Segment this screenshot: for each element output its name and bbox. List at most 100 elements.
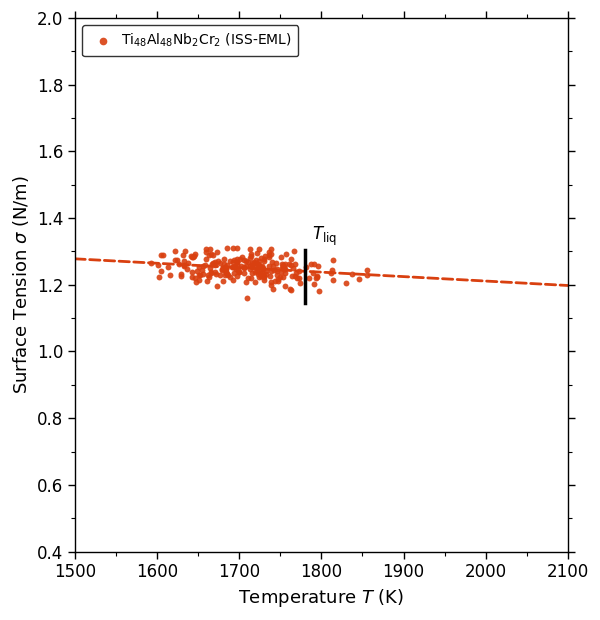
Ti$_{48}$Al$_{48}$Nb$_2$Cr$_2$ (ISS-EML) xyxy=(233,260,242,270)
Ti$_{48}$Al$_{48}$Nb$_2$Cr$_2$ (ISS-EML) xyxy=(277,267,286,277)
Ti$_{48}$Al$_{48}$Nb$_2$Cr$_2$ (ISS-EML) xyxy=(206,267,215,277)
Ti$_{48}$Al$_{48}$Nb$_2$Cr$_2$ (ISS-EML) xyxy=(212,247,221,257)
Ti$_{48}$Al$_{48}$Nb$_2$Cr$_2$ (ISS-EML) xyxy=(187,267,197,277)
Ti$_{48}$Al$_{48}$Nb$_2$Cr$_2$ (ISS-EML) xyxy=(250,277,260,287)
Ti$_{48}$Al$_{48}$Nb$_2$Cr$_2$ (ISS-EML) xyxy=(280,264,289,274)
Ti$_{48}$Al$_{48}$Nb$_2$Cr$_2$ (ISS-EML) xyxy=(286,255,296,265)
Ti$_{48}$Al$_{48}$Nb$_2$Cr$_2$ (ISS-EML) xyxy=(290,272,300,281)
Ti$_{48}$Al$_{48}$Nb$_2$Cr$_2$ (ISS-EML) xyxy=(243,273,253,283)
Ti$_{48}$Al$_{48}$Nb$_2$Cr$_2$ (ISS-EML) xyxy=(170,255,179,265)
Ti$_{48}$Al$_{48}$Nb$_2$Cr$_2$ (ISS-EML) xyxy=(266,265,275,275)
Ti$_{48}$Al$_{48}$Nb$_2$Cr$_2$ (ISS-EML) xyxy=(241,261,251,271)
Ti$_{48}$Al$_{48}$Nb$_2$Cr$_2$ (ISS-EML) xyxy=(259,254,268,264)
Ti$_{48}$Al$_{48}$Nb$_2$Cr$_2$ (ISS-EML) xyxy=(277,259,287,268)
Ti$_{48}$Al$_{48}$Nb$_2$Cr$_2$ (ISS-EML) xyxy=(272,265,281,275)
Ti$_{48}$Al$_{48}$Nb$_2$Cr$_2$ (ISS-EML) xyxy=(215,270,225,280)
Ti$_{48}$Al$_{48}$Nb$_2$Cr$_2$ (ISS-EML) xyxy=(260,271,269,281)
Ti$_{48}$Al$_{48}$Nb$_2$Cr$_2$ (ISS-EML) xyxy=(239,255,249,265)
Ti$_{48}$Al$_{48}$Nb$_2$Cr$_2$ (ISS-EML) xyxy=(354,274,364,284)
Ti$_{48}$Al$_{48}$Nb$_2$Cr$_2$ (ISS-EML) xyxy=(306,259,316,268)
Ti$_{48}$Al$_{48}$Nb$_2$Cr$_2$ (ISS-EML) xyxy=(202,276,212,286)
X-axis label: Temperature $T$ (K): Temperature $T$ (K) xyxy=(238,587,404,609)
Ti$_{48}$Al$_{48}$Nb$_2$Cr$_2$ (ISS-EML) xyxy=(280,281,289,291)
Ti$_{48}$Al$_{48}$Nb$_2$Cr$_2$ (ISS-EML) xyxy=(179,261,189,271)
Ti$_{48}$Al$_{48}$Nb$_2$Cr$_2$ (ISS-EML) xyxy=(327,265,337,275)
Ti$_{48}$Al$_{48}$Nb$_2$Cr$_2$ (ISS-EML) xyxy=(188,252,198,262)
Ti$_{48}$Al$_{48}$Nb$_2$Cr$_2$ (ISS-EML) xyxy=(260,251,269,261)
Ti$_{48}$Al$_{48}$Nb$_2$Cr$_2$ (ISS-EML) xyxy=(229,257,238,267)
Ti$_{48}$Al$_{48}$Nb$_2$Cr$_2$ (ISS-EML) xyxy=(241,256,251,266)
Ti$_{48}$Al$_{48}$Nb$_2$Cr$_2$ (ISS-EML) xyxy=(362,270,371,280)
Ti$_{48}$Al$_{48}$Nb$_2$Cr$_2$ (ISS-EML) xyxy=(245,261,255,271)
Ti$_{48}$Al$_{48}$Nb$_2$Cr$_2$ (ISS-EML) xyxy=(287,272,296,281)
Ti$_{48}$Al$_{48}$Nb$_2$Cr$_2$ (ISS-EML) xyxy=(224,270,233,280)
Ti$_{48}$Al$_{48}$Nb$_2$Cr$_2$ (ISS-EML) xyxy=(362,265,371,275)
Ti$_{48}$Al$_{48}$Nb$_2$Cr$_2$ (ISS-EML) xyxy=(179,256,188,266)
Ti$_{48}$Al$_{48}$Nb$_2$Cr$_2$ (ISS-EML) xyxy=(261,265,271,275)
Ti$_{48}$Al$_{48}$Nb$_2$Cr$_2$ (ISS-EML) xyxy=(228,243,238,253)
Ti$_{48}$Al$_{48}$Nb$_2$Cr$_2$ (ISS-EML) xyxy=(206,268,216,278)
Ti$_{48}$Al$_{48}$Nb$_2$Cr$_2$ (ISS-EML) xyxy=(311,273,321,283)
Ti$_{48}$Al$_{48}$Nb$_2$Cr$_2$ (ISS-EML) xyxy=(295,278,305,288)
Ti$_{48}$Al$_{48}$Nb$_2$Cr$_2$ (ISS-EML) xyxy=(222,260,232,270)
Ti$_{48}$Al$_{48}$Nb$_2$Cr$_2$ (ISS-EML) xyxy=(214,255,223,265)
Ti$_{48}$Al$_{48}$Nb$_2$Cr$_2$ (ISS-EML) xyxy=(210,257,220,267)
Ti$_{48}$Al$_{48}$Nb$_2$Cr$_2$ (ISS-EML) xyxy=(156,250,166,260)
Ti$_{48}$Al$_{48}$Nb$_2$Cr$_2$ (ISS-EML) xyxy=(221,264,230,274)
Ti$_{48}$Al$_{48}$Nb$_2$Cr$_2$ (ISS-EML) xyxy=(308,268,318,278)
Ti$_{48}$Al$_{48}$Nb$_2$Cr$_2$ (ISS-EML) xyxy=(264,250,274,260)
Ti$_{48}$Al$_{48}$Nb$_2$Cr$_2$ (ISS-EML) xyxy=(227,262,237,272)
Ti$_{48}$Al$_{48}$Nb$_2$Cr$_2$ (ISS-EML) xyxy=(176,271,186,281)
Ti$_{48}$Al$_{48}$Nb$_2$Cr$_2$ (ISS-EML) xyxy=(158,250,168,260)
Ti$_{48}$Al$_{48}$Nb$_2$Cr$_2$ (ISS-EML) xyxy=(230,262,240,272)
Ti$_{48}$Al$_{48}$Nb$_2$Cr$_2$ (ISS-EML) xyxy=(254,244,264,254)
Ti$_{48}$Al$_{48}$Nb$_2$Cr$_2$ (ISS-EML) xyxy=(290,259,300,269)
Ti$_{48}$Al$_{48}$Nb$_2$Cr$_2$ (ISS-EML) xyxy=(238,252,247,262)
Ti$_{48}$Al$_{48}$Nb$_2$Cr$_2$ (ISS-EML) xyxy=(173,255,182,265)
Ti$_{48}$Al$_{48}$Nb$_2$Cr$_2$ (ISS-EML) xyxy=(312,272,322,282)
Ti$_{48}$Al$_{48}$Nb$_2$Cr$_2$ (ISS-EML) xyxy=(292,268,301,278)
Ti$_{48}$Al$_{48}$Nb$_2$Cr$_2$ (ISS-EML) xyxy=(313,261,323,271)
Ti$_{48}$Al$_{48}$Nb$_2$Cr$_2$ (ISS-EML) xyxy=(194,262,204,272)
Ti$_{48}$Al$_{48}$Nb$_2$Cr$_2$ (ISS-EML) xyxy=(153,260,163,270)
Ti$_{48}$Al$_{48}$Nb$_2$Cr$_2$ (ISS-EML) xyxy=(304,273,314,283)
Ti$_{48}$Al$_{48}$Nb$_2$Cr$_2$ (ISS-EML) xyxy=(341,278,351,288)
Ti$_{48}$Al$_{48}$Nb$_2$Cr$_2$ (ISS-EML) xyxy=(270,277,280,286)
Ti$_{48}$Al$_{48}$Nb$_2$Cr$_2$ (ISS-EML) xyxy=(254,257,264,267)
Ti$_{48}$Al$_{48}$Nb$_2$Cr$_2$ (ISS-EML) xyxy=(271,258,281,268)
Ti$_{48}$Al$_{48}$Nb$_2$Cr$_2$ (ISS-EML) xyxy=(188,272,197,281)
Ti$_{48}$Al$_{48}$Nb$_2$Cr$_2$ (ISS-EML) xyxy=(245,254,255,264)
Ti$_{48}$Al$_{48}$Nb$_2$Cr$_2$ (ISS-EML) xyxy=(243,257,253,267)
Ti$_{48}$Al$_{48}$Nb$_2$Cr$_2$ (ISS-EML) xyxy=(205,250,214,260)
Ti$_{48}$Al$_{48}$Nb$_2$Cr$_2$ (ISS-EML) xyxy=(195,270,205,280)
Ti$_{48}$Al$_{48}$Nb$_2$Cr$_2$ (ISS-EML) xyxy=(189,251,199,261)
Ti$_{48}$Al$_{48}$Nb$_2$Cr$_2$ (ISS-EML) xyxy=(288,263,298,273)
Ti$_{48}$Al$_{48}$Nb$_2$Cr$_2$ (ISS-EML) xyxy=(257,267,267,277)
Ti$_{48}$Al$_{48}$Nb$_2$Cr$_2$ (ISS-EML) xyxy=(174,259,184,269)
Ti$_{48}$Al$_{48}$Nb$_2$Cr$_2$ (ISS-EML) xyxy=(292,273,301,283)
Ti$_{48}$Al$_{48}$Nb$_2$Cr$_2$ (ISS-EML) xyxy=(225,256,235,266)
Ti$_{48}$Al$_{48}$Nb$_2$Cr$_2$ (ISS-EML) xyxy=(309,278,319,288)
Ti$_{48}$Al$_{48}$Nb$_2$Cr$_2$ (ISS-EML) xyxy=(276,252,286,262)
Ti$_{48}$Al$_{48}$Nb$_2$Cr$_2$ (ISS-EML) xyxy=(258,264,268,273)
Ti$_{48}$Al$_{48}$Nb$_2$Cr$_2$ (ISS-EML) xyxy=(275,272,284,282)
Ti$_{48}$Al$_{48}$Nb$_2$Cr$_2$ (ISS-EML) xyxy=(247,273,256,283)
Ti$_{48}$Al$_{48}$Nb$_2$Cr$_2$ (ISS-EML) xyxy=(204,272,214,281)
Ti$_{48}$Al$_{48}$Nb$_2$Cr$_2$ (ISS-EML) xyxy=(256,262,266,272)
Ti$_{48}$Al$_{48}$Nb$_2$Cr$_2$ (ISS-EML) xyxy=(176,268,185,278)
Ti$_{48}$Al$_{48}$Nb$_2$Cr$_2$ (ISS-EML) xyxy=(253,264,263,273)
Ti$_{48}$Al$_{48}$Nb$_2$Cr$_2$ (ISS-EML) xyxy=(232,254,242,264)
Ti$_{48}$Al$_{48}$Nb$_2$Cr$_2$ (ISS-EML) xyxy=(170,246,179,255)
Ti$_{48}$Al$_{48}$Nb$_2$Cr$_2$ (ISS-EML) xyxy=(257,270,266,280)
Ti$_{48}$Al$_{48}$Nb$_2$Cr$_2$ (ISS-EML) xyxy=(221,267,231,277)
Ti$_{48}$Al$_{48}$Nb$_2$Cr$_2$ (ISS-EML) xyxy=(269,265,279,275)
Ti$_{48}$Al$_{48}$Nb$_2$Cr$_2$ (ISS-EML) xyxy=(272,264,281,274)
Ti$_{48}$Al$_{48}$Nb$_2$Cr$_2$ (ISS-EML) xyxy=(256,253,266,263)
Ti$_{48}$Al$_{48}$Nb$_2$Cr$_2$ (ISS-EML) xyxy=(274,274,283,284)
Ti$_{48}$Al$_{48}$Nb$_2$Cr$_2$ (ISS-EML) xyxy=(179,260,188,270)
Ti$_{48}$Al$_{48}$Nb$_2$Cr$_2$ (ISS-EML) xyxy=(247,252,256,262)
Ti$_{48}$Al$_{48}$Nb$_2$Cr$_2$ (ISS-EML) xyxy=(278,272,287,282)
Ti$_{48}$Al$_{48}$Nb$_2$Cr$_2$ (ISS-EML) xyxy=(234,267,244,277)
Ti$_{48}$Al$_{48}$Nb$_2$Cr$_2$ (ISS-EML) xyxy=(245,264,255,274)
Ti$_{48}$Al$_{48}$Nb$_2$Cr$_2$ (ISS-EML) xyxy=(250,257,260,267)
